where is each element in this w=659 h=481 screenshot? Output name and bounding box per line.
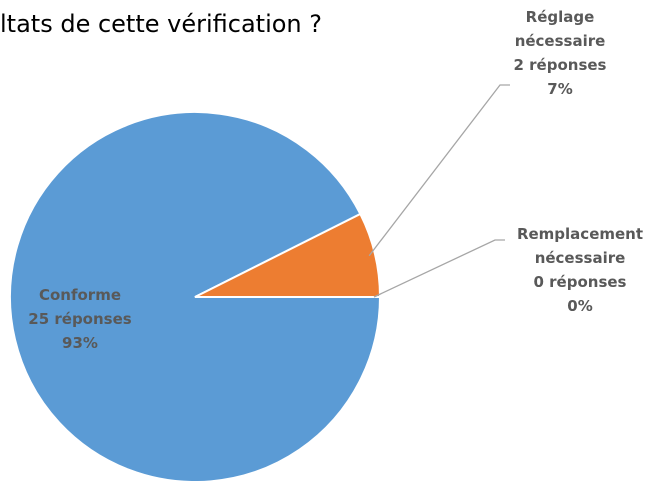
leader-line (368, 84, 510, 257)
value-label: 25 réponses (28, 310, 132, 328)
category-label: Réglage nécessaire (514, 8, 606, 50)
percent-label: 7% (547, 80, 573, 98)
category-label: Remplacement nécessaire (516, 225, 644, 267)
leader-line (373, 239, 505, 298)
pie-slice (194, 212, 382, 298)
category-label: Conforme (38, 286, 122, 304)
percent-label: 93% (62, 334, 98, 352)
value-label: 0 réponses (533, 273, 627, 291)
chart-title: ltats de cette vérification ? (0, 10, 322, 38)
data-label: Réglage nécessaire 2 réponses 7% (490, 5, 630, 101)
data-label: Conforme 25 réponses 93% (5, 283, 155, 355)
percent-label: 0% (567, 297, 593, 315)
value-label: 2 réponses (513, 56, 607, 74)
data-label: Remplacement nécessaire 0 réponses 0% (500, 222, 659, 318)
